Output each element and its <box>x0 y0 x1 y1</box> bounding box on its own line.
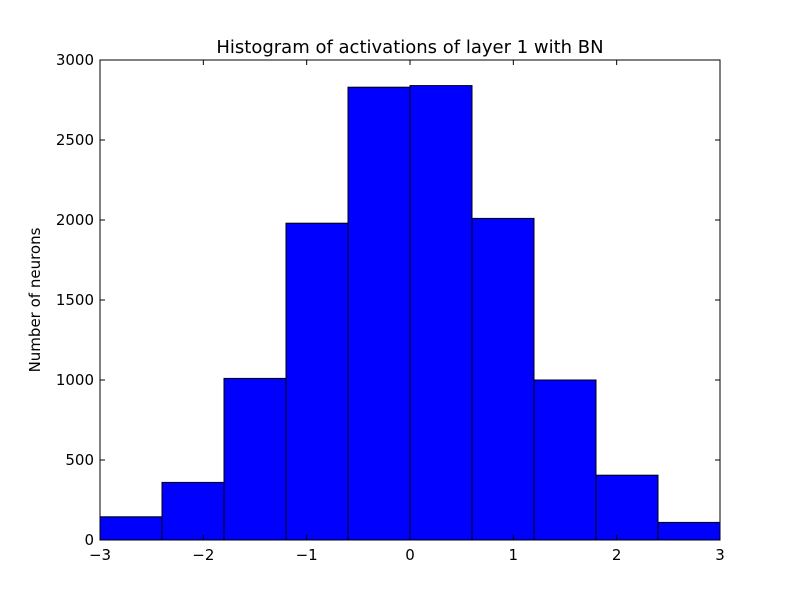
histogram-bar-9 <box>657 521 721 541</box>
histogram-bar-7 <box>533 379 597 541</box>
x-tick-label: 2 <box>612 546 622 564</box>
x-tick-label: 3 <box>715 546 725 564</box>
ticks-layer: −3 −2 −1 0 1 2 3 0 500 1000 1500 2000 2500 3000 <box>56 51 725 564</box>
plot-frame <box>99 59 721 541</box>
histogram-bar-3 <box>285 222 349 541</box>
x-tick-label: −1 <box>296 546 318 564</box>
histogram-bar-8 <box>595 474 659 541</box>
y-tick-label: 500 <box>65 451 94 469</box>
histogram-bar-1 <box>161 481 225 541</box>
x-tick-label: 1 <box>509 546 519 564</box>
y-axis-label: Number of neurons <box>26 227 44 372</box>
y-tick-label: 1000 <box>56 371 94 389</box>
chart-title: Histogram of activations of layer 1 with… <box>216 37 603 58</box>
histogram-bar-2 <box>223 377 287 541</box>
x-tick-label: −3 <box>89 546 111 564</box>
bars-layer <box>99 85 721 541</box>
histogram-bar-4 <box>347 86 411 541</box>
x-tick-label: −2 <box>192 546 214 564</box>
histogram-bar-0 <box>99 516 163 541</box>
y-tick-label: 2500 <box>56 131 94 149</box>
y-tick-label: 2000 <box>56 211 94 229</box>
histogram-bar-5 <box>409 85 473 541</box>
x-tick-label: 0 <box>405 546 415 564</box>
y-tick-label: 1500 <box>56 291 94 309</box>
y-tick-label: 0 <box>84 531 94 549</box>
histogram-bar-6 <box>471 217 535 541</box>
y-tick-label: 3000 <box>56 51 94 69</box>
